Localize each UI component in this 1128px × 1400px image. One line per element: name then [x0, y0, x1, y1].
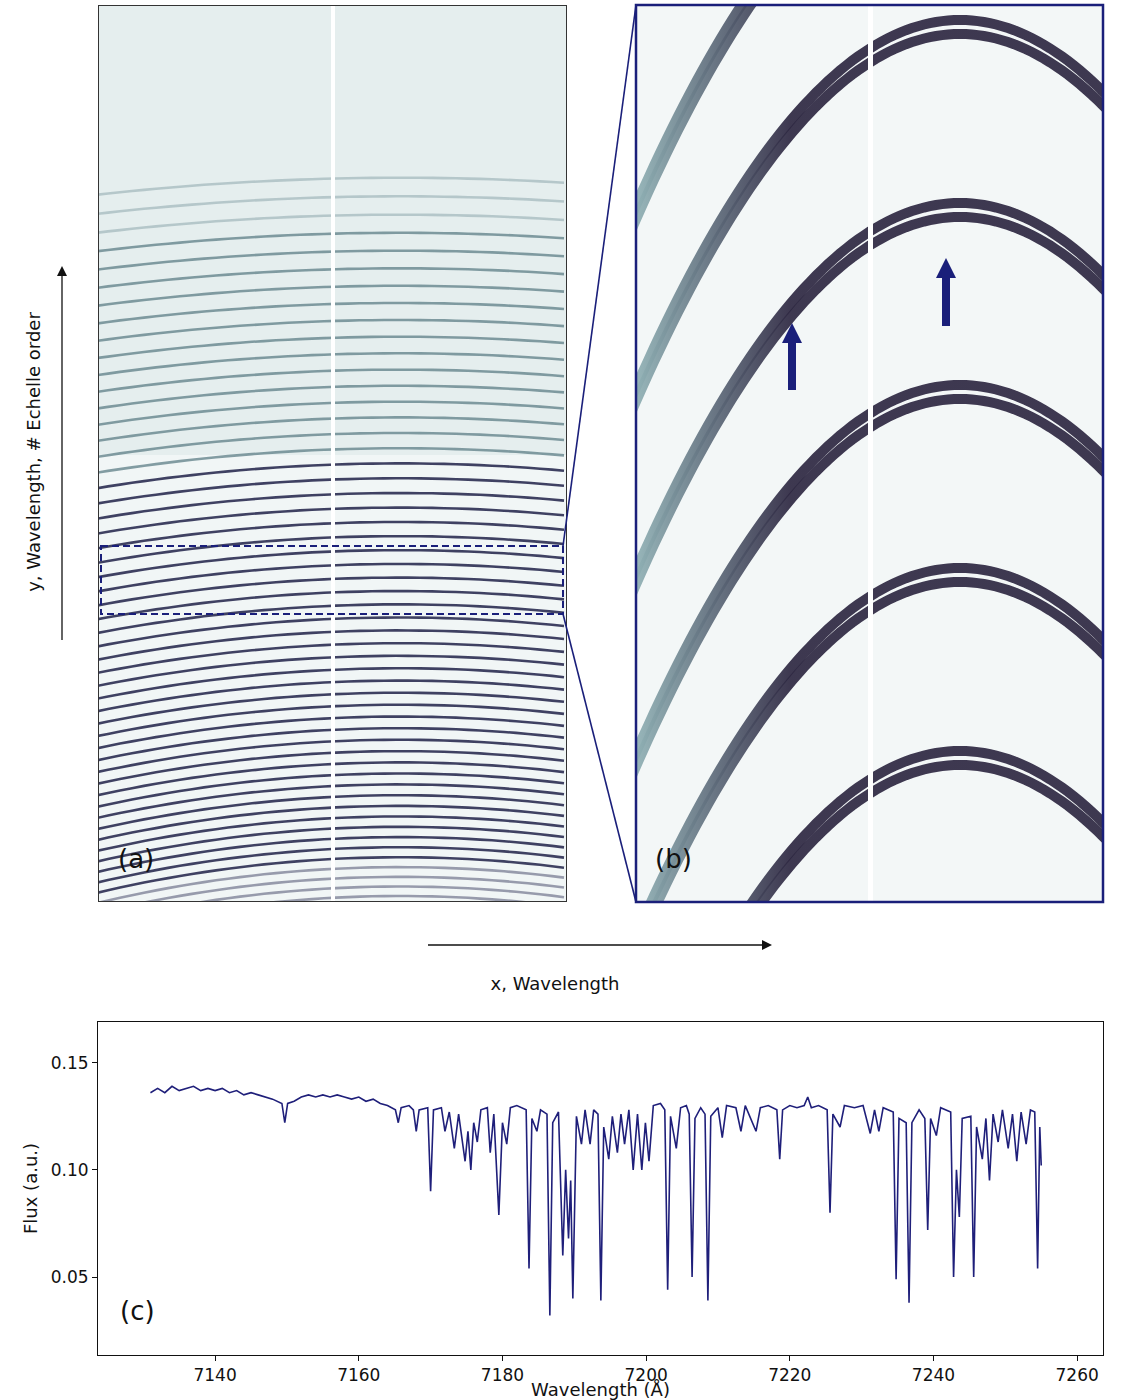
svg-text:7200: 7200 [624, 1365, 667, 1385]
svg-text:(b): (b) [655, 844, 692, 874]
svg-text:(a): (a) [118, 844, 154, 874]
svg-text:7240: 7240 [912, 1365, 955, 1385]
svg-text:y, Wavelength, # Echelle order: y, Wavelength, # Echelle order [23, 312, 44, 592]
svg-text:Flux (a.u.): Flux (a.u.) [20, 1143, 41, 1234]
svg-text:0.10: 0.10 [51, 1160, 89, 1180]
svg-text:7140: 7140 [193, 1365, 236, 1385]
svg-text:x, Wavelength: x, Wavelength [491, 973, 620, 994]
svg-text:7160: 7160 [337, 1365, 380, 1385]
svg-text:7260: 7260 [1056, 1365, 1099, 1385]
svg-text:Wavelength (Å): Wavelength (Å) [531, 1379, 670, 1400]
svg-text:0.05: 0.05 [51, 1267, 89, 1287]
svg-text:(c): (c) [120, 1296, 155, 1326]
svg-text:7180: 7180 [481, 1365, 524, 1385]
svg-text:7220: 7220 [768, 1365, 811, 1385]
svg-text:0.15: 0.15 [51, 1053, 89, 1073]
